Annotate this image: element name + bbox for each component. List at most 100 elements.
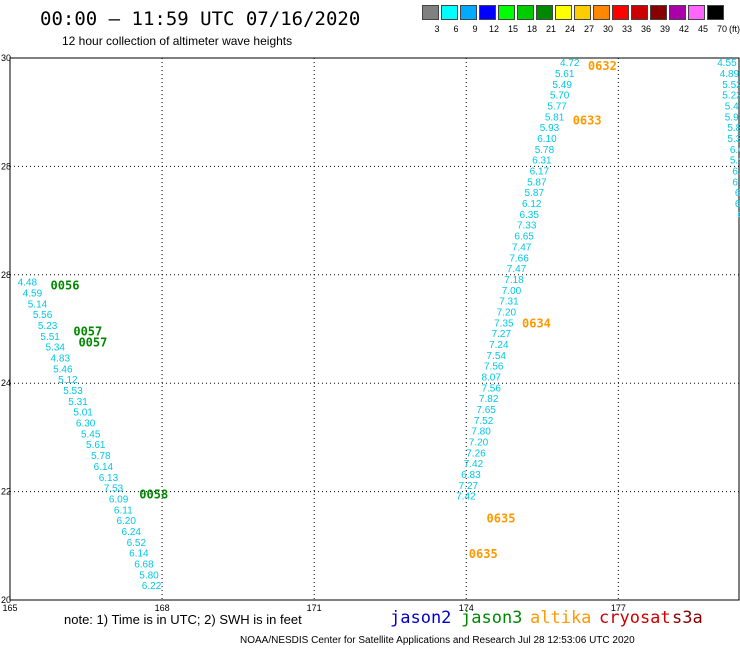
wave-height-value: 6: [735, 199, 740, 210]
wave-height-value: 7.66: [509, 253, 529, 264]
color-swatch: [479, 5, 496, 20]
wave-height-value: 5.78: [91, 451, 111, 462]
wave-height-value: 5.12: [58, 375, 78, 386]
color-scale-unit: (ft): [729, 24, 740, 34]
color-swatch: [574, 5, 591, 20]
x-tick-label: 165: [2, 603, 17, 613]
y-tick-label: 20: [1, 595, 11, 605]
x-tick-label: 171: [307, 603, 322, 613]
time-label: 0635: [469, 547, 498, 561]
wave-height-value: 5.14: [28, 299, 48, 310]
wave-height-value: 8.07: [481, 372, 501, 383]
y-tick-label: 30: [1, 53, 11, 63]
color-scale-label: 36: [640, 24, 651, 34]
color-scale-label: 12: [488, 24, 499, 34]
y-tick-label: 28: [1, 161, 11, 171]
wave-height-value: 6.31: [532, 156, 552, 167]
time-label: 0057: [78, 336, 107, 350]
wave-height-value: 5.78: [535, 145, 555, 156]
wave-height-value: 7.56: [484, 362, 504, 373]
wave-height-value: 7.42: [456, 492, 476, 503]
color-scale-label: 30: [602, 24, 613, 34]
satellite-label-s3a: s3a: [672, 608, 703, 628]
wave-height-value: 4.59: [23, 288, 43, 299]
wave-height-value: 5.61: [86, 440, 106, 451]
wave-height-value: 6.14: [129, 549, 149, 560]
wave-height-value: 4.72: [560, 58, 580, 69]
wave-height-value: 7.52: [474, 416, 494, 427]
wave-height-value: 6.35: [519, 210, 539, 221]
color-swatch: [460, 5, 477, 20]
wave-height-value: 5.45: [81, 429, 101, 440]
wave-height-value: 7.35: [494, 318, 514, 329]
color-scale-label: 39: [659, 24, 670, 34]
color-swatch: [498, 5, 515, 20]
wave-height-value: 7.80: [471, 427, 491, 438]
color-swatch: [612, 5, 629, 20]
wave-height-value: 7.47: [512, 242, 532, 253]
footer-note: note: 1) Time is in UTC; 2) SWH is in fe…: [64, 612, 302, 627]
wave-height-value: 7.82: [479, 394, 499, 405]
wave-height-value: 7.65: [476, 405, 496, 416]
wave-height-value: 5.56: [33, 310, 53, 321]
color-swatch: [555, 5, 572, 20]
wave-height-value: 6.: [732, 167, 740, 178]
time-label: 0633: [573, 113, 602, 127]
time-label: 0635: [487, 512, 516, 526]
wave-height-value: 5.49: [552, 80, 572, 91]
wave-height-value: 5.23: [38, 321, 58, 332]
wave-height-value: 5.77: [547, 101, 567, 112]
wave-height-value: 4.83: [51, 354, 71, 365]
satellite-label-cryosat: cryosat: [599, 608, 671, 628]
wave-height-value: 6.52: [127, 538, 147, 549]
wave-height-value: 6.22: [142, 581, 162, 592]
x-tick-label: 177: [611, 603, 626, 613]
color-swatch: [517, 5, 534, 20]
wave-height-value: 5.3: [727, 134, 740, 145]
color-scale-label: 42: [678, 24, 689, 34]
wave-height-value: 6.65: [514, 232, 534, 243]
time-label: 0056: [51, 279, 80, 293]
wave-height-value: 7.18: [504, 275, 524, 286]
wave-height-value: 5.34: [45, 343, 65, 354]
color-swatch: [669, 5, 686, 20]
wave-height-value: 6.83: [461, 470, 481, 481]
wave-height-value: 7.54: [487, 351, 507, 362]
wave-height-value: 6.0: [730, 145, 740, 156]
wave-height-value: 5.53: [63, 386, 83, 397]
wave-height-value: 6.14: [94, 462, 114, 473]
wave-height-value: 5.87: [525, 188, 545, 199]
wave-height-value: 6.13: [99, 473, 119, 484]
color-swatch: [593, 5, 610, 20]
wave-height-value: 6.17: [530, 167, 550, 178]
wave-height-value: 6.30: [76, 419, 96, 430]
color-scale-label: 33: [621, 24, 632, 34]
wave-height-value: 6.68: [134, 559, 154, 570]
satellite-label-jason3: jason3: [461, 608, 523, 628]
color-scale-label: 3: [434, 24, 440, 34]
color-swatch: [422, 5, 439, 20]
y-tick-label: 28: [1, 270, 11, 280]
color-swatch: [441, 5, 458, 20]
wave-height-value: 5.51: [40, 332, 60, 343]
wave-height-value: 5.70: [550, 91, 570, 102]
time-label: 0634: [522, 317, 551, 331]
color-scale-label: 6: [453, 24, 459, 34]
plot-frame: [9, 57, 740, 601]
color-scale-label: 18: [526, 24, 537, 34]
color-swatch: [688, 5, 705, 20]
wave-height-value: 4.55: [717, 58, 737, 69]
color-scale-label: 45: [697, 24, 708, 34]
x-tick-label: 174: [459, 603, 474, 613]
wave-height-value: 6: [735, 188, 740, 199]
wave-height-value: 7.27: [459, 481, 479, 492]
wave-height-value: 5.61: [555, 69, 575, 80]
wave-height-value: 5.87: [527, 177, 547, 188]
wave-height-value: 7.33: [517, 221, 537, 232]
color-swatch: [536, 5, 553, 20]
wave-height-value: 5.80: [139, 570, 159, 581]
y-tick-label: 24: [1, 378, 11, 388]
wave-height-value: 7.20: [469, 438, 489, 449]
wave-height-value: 7.53: [104, 484, 124, 495]
